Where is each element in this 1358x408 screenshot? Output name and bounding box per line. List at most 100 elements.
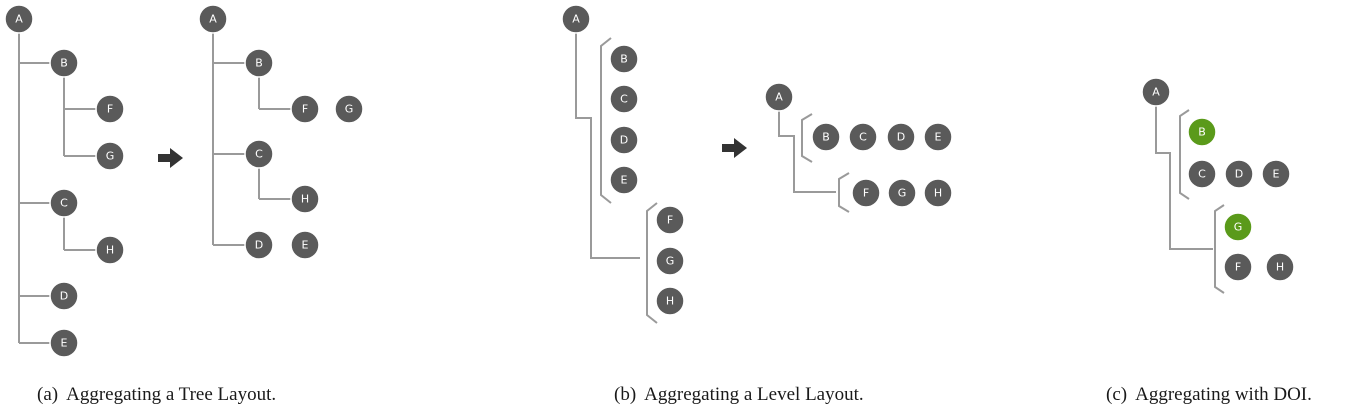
node-f: F	[1223, 252, 1253, 282]
panel-a-after-tree: A B F G C H D E	[198, 4, 364, 260]
svg-text:B: B	[60, 57, 68, 70]
node-g: G	[334, 94, 364, 124]
node-b: B	[244, 48, 274, 78]
svg-text:F: F	[107, 103, 113, 116]
panel-b-after-tree: A B C D E F G H	[764, 82, 953, 208]
edge	[212, 19, 305, 246]
node-g: G	[655, 246, 685, 276]
bracket	[1179, 109, 1190, 200]
svg-text:E: E	[621, 174, 628, 187]
node-d: D	[1224, 159, 1254, 189]
node-h: H	[290, 184, 320, 214]
svg-text:B: B	[255, 57, 263, 70]
node-c: C	[49, 188, 79, 218]
svg-text:A: A	[572, 13, 580, 26]
svg-text:F: F	[302, 103, 308, 116]
node-h: H	[1265, 252, 1295, 282]
caption-text: Aggregating a Tree Layout.	[66, 384, 276, 405]
node-e: E	[49, 328, 79, 358]
svg-text:A: A	[775, 91, 783, 104]
node-f: F	[95, 94, 125, 124]
node-c: C	[244, 139, 274, 169]
node-h: H	[95, 235, 125, 265]
caption-tag: (b)	[614, 384, 636, 405]
node-a: A	[764, 82, 794, 112]
svg-text:H: H	[106, 244, 114, 257]
node-a: A	[198, 4, 228, 34]
svg-text:D: D	[620, 134, 628, 147]
bracket	[600, 37, 612, 204]
node-c: C	[609, 84, 639, 114]
svg-text:G: G	[666, 255, 675, 268]
svg-text:B: B	[1198, 126, 1206, 139]
panel-a: A B F G C H D E A B F G C H D E (a) Aggre…	[4, 4, 364, 405]
node-d: D	[886, 122, 916, 152]
panel-c: A B C D E G F H (c) Aggregating with DOI.	[1106, 77, 1312, 405]
bracket	[801, 113, 813, 163]
node-a: A	[561, 4, 591, 34]
svg-text:H: H	[934, 187, 942, 200]
node-b: B	[811, 122, 841, 152]
edge	[1155, 92, 1213, 250]
node-e: E	[1261, 159, 1291, 189]
svg-text:C: C	[620, 93, 628, 106]
edge	[18, 19, 110, 344]
svg-text:B: B	[822, 131, 830, 144]
node-g: G	[95, 141, 125, 171]
bracket	[1214, 204, 1225, 294]
caption-tag: (c)	[1106, 384, 1127, 405]
svg-text:G: G	[106, 150, 115, 163]
svg-text:C: C	[859, 131, 867, 144]
node-d: D	[609, 125, 639, 155]
node-d: D	[49, 281, 79, 311]
svg-text:D: D	[60, 290, 68, 303]
caption-b: (b) Aggregating a Level Layout.	[614, 384, 864, 405]
svg-text:E: E	[302, 239, 309, 252]
panel-b: A B C D E F G H A B C D E F G H (b) Aggre…	[561, 4, 953, 405]
caption-tag: (a)	[37, 384, 58, 405]
svg-text:D: D	[1235, 168, 1243, 181]
node-g: G	[887, 178, 917, 208]
svg-text:A: A	[15, 13, 23, 26]
node-f: F	[851, 178, 881, 208]
node-c: C	[848, 122, 878, 152]
node-e: E	[923, 122, 953, 152]
node-g: G	[1223, 212, 1253, 242]
bracket	[838, 172, 850, 213]
svg-text:G: G	[345, 103, 354, 116]
svg-text:C: C	[1198, 168, 1206, 181]
node-b: B	[49, 48, 79, 78]
svg-text:F: F	[667, 214, 673, 227]
panel-b-before-tree: A B C D E F G H	[561, 4, 685, 316]
node-h: H	[655, 286, 685, 316]
svg-text:C: C	[255, 148, 263, 161]
node-e: E	[609, 165, 639, 195]
edge	[575, 19, 640, 259]
caption-c: (c) Aggregating with DOI.	[1106, 384, 1312, 405]
node-b: B	[1187, 117, 1217, 147]
node-a: A	[1141, 77, 1171, 107]
svg-text:B: B	[620, 53, 628, 66]
svg-text:C: C	[60, 197, 68, 210]
node-h: H	[923, 178, 953, 208]
bracket	[646, 202, 658, 324]
node-f: F	[290, 94, 320, 124]
panel-a-before-tree: A B F G C H D E	[4, 4, 125, 358]
caption-text: Aggregating a Level Layout.	[644, 384, 863, 405]
arrow-icon	[722, 138, 747, 158]
node-b: B	[609, 44, 639, 74]
svg-text:A: A	[1152, 86, 1160, 99]
svg-text:H: H	[666, 295, 674, 308]
svg-text:D: D	[255, 239, 263, 252]
svg-text:F: F	[1235, 261, 1241, 274]
arrow-icon	[158, 148, 183, 168]
svg-text:G: G	[898, 187, 907, 200]
caption-text: Aggregating with DOI.	[1135, 384, 1312, 405]
svg-text:G: G	[1234, 221, 1243, 234]
node-e: E	[290, 230, 320, 260]
edge	[778, 97, 836, 193]
node-f: F	[655, 205, 685, 235]
node-d: D	[244, 230, 274, 260]
svg-text:D: D	[897, 131, 905, 144]
